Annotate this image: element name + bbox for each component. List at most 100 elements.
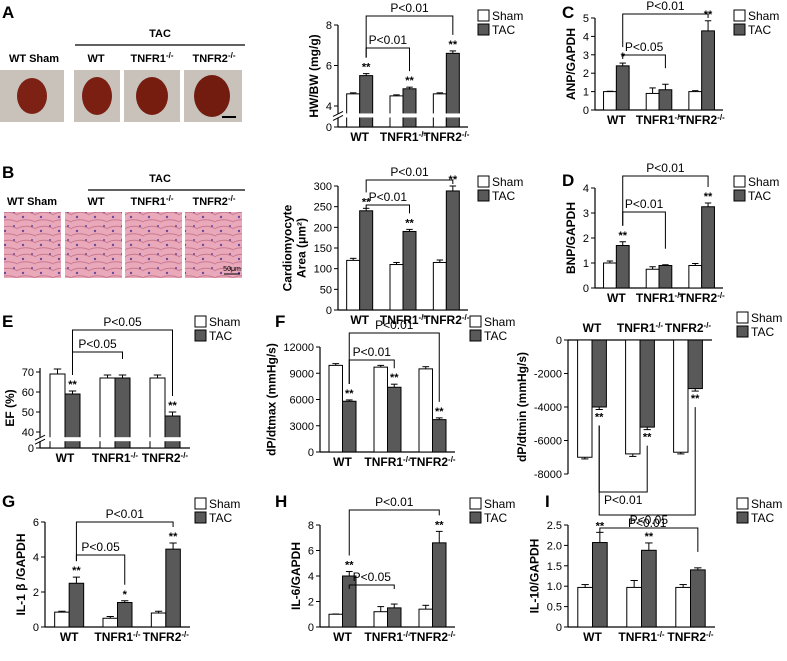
panel-letter: G <box>2 492 15 511</box>
bar <box>433 94 446 127</box>
x-tick-label: TNFR1-/- <box>364 630 411 645</box>
legend-swatch <box>734 10 745 21</box>
bar <box>374 612 388 627</box>
legend-swatch <box>195 316 206 327</box>
bar <box>69 583 84 627</box>
error-bar <box>630 580 637 587</box>
y-tick-label: 0 <box>308 447 314 459</box>
bar <box>388 387 402 452</box>
x-tick-label: TNFR2-/- <box>142 451 189 466</box>
x-tick-label: WT <box>60 630 79 644</box>
significance: ** <box>595 412 604 424</box>
bar <box>374 367 388 452</box>
photo-label: WT Sham <box>9 53 59 65</box>
y-tick-label: 2 <box>33 587 39 599</box>
bar <box>329 614 343 627</box>
legend-swatch <box>737 498 748 509</box>
y-tick-label: 50 <box>22 407 34 419</box>
y-tick-label: 0 <box>556 335 562 347</box>
photo <box>65 212 122 278</box>
y-tick-label: 12000 <box>283 342 314 354</box>
y-tick-label: 3 <box>583 208 589 220</box>
legend-label: TAC <box>748 189 771 203</box>
x-tick-label: TNFR2-/- <box>667 630 714 645</box>
y-tick-label: 0.5 <box>547 602 562 614</box>
bar <box>616 66 629 110</box>
comparison-label: P<0.05 <box>103 315 142 329</box>
bar <box>646 93 659 110</box>
x-tick-label: WT <box>56 451 75 465</box>
error-bar <box>73 577 80 583</box>
histology-photos: TAC WT Sham WT TNFR1-/- TNFR2-/- 50μm <box>4 173 245 278</box>
axis-break <box>332 113 468 117</box>
significance: ** <box>390 372 399 384</box>
x-tick-label: TNFR1-/- <box>617 321 664 336</box>
y-tick-label: 1.0 <box>547 581 562 593</box>
legend-label: TAC <box>209 511 232 525</box>
legend-swatch <box>470 512 481 523</box>
comparison-label: P<0.01 <box>646 0 685 13</box>
bar <box>433 543 447 627</box>
y-tick-label: 6 <box>33 517 39 529</box>
error-bar <box>596 532 603 542</box>
significance: ** <box>435 406 444 418</box>
x-tick-label: TNFR2-/- <box>409 630 456 645</box>
significance: * <box>123 589 128 601</box>
heart <box>82 77 112 115</box>
bar <box>446 191 459 310</box>
y-tick-label: 60 <box>22 387 34 399</box>
legend-swatch <box>734 24 745 35</box>
bar <box>578 340 592 457</box>
comparison-label: P<0.01 <box>369 190 408 204</box>
bar <box>593 543 608 627</box>
comparison-label: P<0.01 <box>106 507 145 521</box>
legend-swatch <box>195 498 206 509</box>
legend-swatch <box>734 176 745 187</box>
legend-label: Sham <box>748 175 779 189</box>
y-tick-label: 100 <box>314 264 332 276</box>
error-bar <box>169 412 177 416</box>
photo-group-label: TAC <box>149 173 171 185</box>
bar <box>343 401 357 452</box>
comparison-bracket <box>76 555 124 585</box>
error-bar <box>662 84 668 90</box>
x-tick-label: TNFR1-/- <box>636 291 683 306</box>
legend-label: Sham <box>751 311 782 325</box>
legend-swatch <box>470 498 481 509</box>
significance: ** <box>362 62 371 74</box>
heart <box>17 78 47 114</box>
bar <box>604 92 617 110</box>
comparison-label: P<0.05 <box>630 513 669 527</box>
error-bar <box>705 203 711 207</box>
comparison-label: P<0.01 <box>604 493 643 507</box>
significance: ** <box>169 531 178 543</box>
legend-swatch <box>478 24 489 35</box>
panel-letter: H <box>275 492 287 511</box>
legend-label: TAC <box>751 511 774 525</box>
y-tick-label: 50 <box>320 284 332 296</box>
error-bar <box>705 21 711 31</box>
y-tick-label: 250 <box>314 202 332 214</box>
bar <box>702 207 715 288</box>
chart: I00.51.01.52.02.5IL-10/GAPDHWT**TNFR1-/-… <box>528 492 783 644</box>
legend-swatch <box>737 312 748 323</box>
legend-label: TAC <box>748 23 771 37</box>
comparison-bracket <box>349 510 439 556</box>
heart-photos: WT Sham TAC WT TNFR1-/- TNFR2-/- <box>0 28 245 122</box>
y-tick-label: 0 <box>326 122 332 134</box>
bar <box>616 246 629 289</box>
y-tick-label: 0 <box>326 305 332 317</box>
legend-label: Sham <box>209 315 240 329</box>
bar <box>691 570 706 627</box>
legend-swatch <box>737 326 748 337</box>
comparison-label: P<0.05 <box>353 570 392 584</box>
y-tick-label: 4 <box>308 571 314 583</box>
comparison-label: P<0.01 <box>390 165 429 179</box>
x-tick-label: TNFR1-/- <box>364 455 411 470</box>
x-tick-label: WT <box>607 113 626 127</box>
photo-group-label: TAC <box>149 28 171 40</box>
axis-break <box>34 437 190 441</box>
y-tick-label: 4 <box>33 552 39 564</box>
comparison-bracket <box>623 212 666 249</box>
